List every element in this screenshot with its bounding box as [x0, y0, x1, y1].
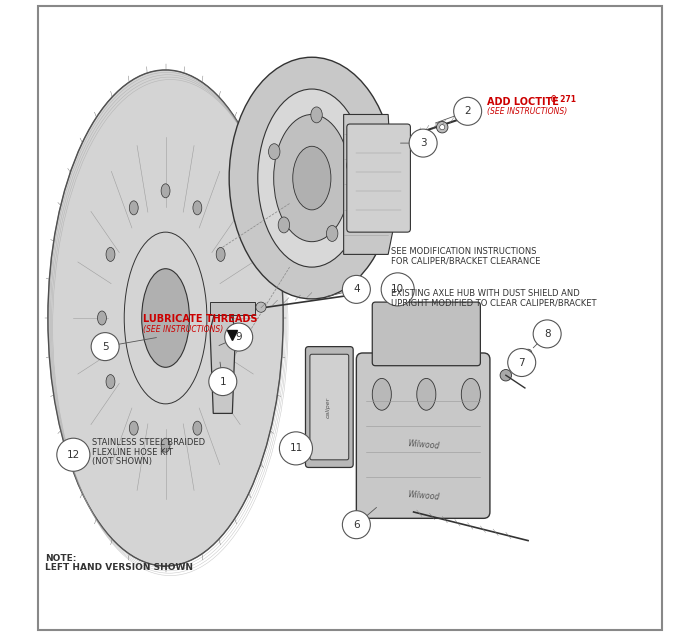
- Text: 1: 1: [220, 377, 226, 387]
- Circle shape: [209, 368, 237, 396]
- Circle shape: [225, 323, 253, 351]
- Text: 12: 12: [66, 450, 80, 460]
- Text: (SEE INSTRUCTIONS): (SEE INSTRUCTIONS): [486, 107, 567, 116]
- Ellipse shape: [161, 438, 170, 452]
- Text: 3: 3: [420, 138, 426, 148]
- Text: (SEE INSTRUCTIONS): (SEE INSTRUCTIONS): [144, 325, 223, 334]
- FancyBboxPatch shape: [310, 354, 349, 460]
- FancyBboxPatch shape: [356, 353, 490, 518]
- Ellipse shape: [106, 375, 115, 389]
- Ellipse shape: [216, 247, 225, 261]
- Ellipse shape: [437, 121, 448, 133]
- Ellipse shape: [193, 201, 202, 215]
- Ellipse shape: [372, 378, 391, 410]
- Circle shape: [342, 511, 370, 539]
- Ellipse shape: [141, 268, 190, 368]
- Circle shape: [533, 320, 561, 348]
- Ellipse shape: [293, 146, 331, 210]
- Text: ADD LOCTITE: ADD LOCTITE: [486, 97, 559, 107]
- Text: STAINLESS STEEL BRAIDED: STAINLESS STEEL BRAIDED: [92, 438, 206, 447]
- Ellipse shape: [346, 158, 358, 174]
- Text: 5: 5: [102, 342, 108, 352]
- Ellipse shape: [258, 89, 366, 267]
- Text: 11: 11: [289, 443, 302, 453]
- FancyBboxPatch shape: [346, 124, 410, 232]
- Ellipse shape: [469, 109, 479, 120]
- Ellipse shape: [256, 302, 266, 312]
- Text: 6: 6: [353, 520, 360, 530]
- Text: SEE MODIFICATION INSTRUCTIONS: SEE MODIFICATION INSTRUCTIONS: [391, 247, 537, 256]
- Text: EXISTING AXLE HUB WITH DUST SHIELD AND: EXISTING AXLE HUB WITH DUST SHIELD AND: [391, 289, 580, 298]
- Circle shape: [382, 273, 414, 306]
- Polygon shape: [344, 114, 395, 254]
- Ellipse shape: [500, 370, 512, 381]
- Text: 2: 2: [464, 106, 471, 116]
- Ellipse shape: [193, 421, 202, 435]
- Ellipse shape: [269, 144, 280, 160]
- Circle shape: [454, 97, 482, 125]
- Ellipse shape: [225, 311, 234, 325]
- Text: LUBRICATE THREADS: LUBRICATE THREADS: [144, 314, 258, 324]
- Text: NOTE:: NOTE:: [45, 554, 76, 563]
- Text: LEFT HAND VERSION SHOWN: LEFT HAND VERSION SHOWN: [45, 563, 193, 572]
- Circle shape: [91, 333, 119, 361]
- Text: (NOT SHOWN): (NOT SHOWN): [92, 457, 153, 466]
- Text: FLEXLINE HOSE KIT: FLEXLINE HOSE KIT: [92, 448, 174, 457]
- Text: FOR CALIPER/BRACKET CLEARANCE: FOR CALIPER/BRACKET CLEARANCE: [391, 256, 540, 265]
- Ellipse shape: [311, 107, 322, 123]
- Ellipse shape: [326, 226, 338, 242]
- Ellipse shape: [416, 378, 436, 410]
- Ellipse shape: [461, 378, 480, 410]
- Ellipse shape: [130, 421, 138, 435]
- Ellipse shape: [106, 247, 115, 261]
- Ellipse shape: [161, 184, 170, 198]
- Circle shape: [57, 438, 90, 471]
- Ellipse shape: [274, 114, 350, 242]
- Polygon shape: [210, 302, 255, 315]
- Text: 8: 8: [544, 329, 550, 339]
- Ellipse shape: [229, 57, 395, 299]
- Text: 4: 4: [353, 284, 360, 294]
- Circle shape: [508, 349, 536, 377]
- Polygon shape: [210, 305, 235, 413]
- Circle shape: [279, 432, 312, 465]
- Text: ® 271: ® 271: [550, 95, 576, 104]
- FancyBboxPatch shape: [305, 347, 354, 467]
- Ellipse shape: [524, 349, 532, 357]
- Ellipse shape: [48, 70, 284, 566]
- Ellipse shape: [216, 375, 225, 389]
- Text: UPRIGHT MODIFIED TO CLEAR CALIPER/BRACKET: UPRIGHT MODIFIED TO CLEAR CALIPER/BRACKE…: [391, 298, 597, 307]
- Text: Wilwood: Wilwood: [407, 490, 440, 502]
- Ellipse shape: [440, 125, 444, 130]
- Text: caliper: caliper: [326, 396, 331, 418]
- Text: 9: 9: [235, 332, 242, 342]
- FancyBboxPatch shape: [372, 302, 480, 366]
- Text: 7: 7: [519, 357, 525, 368]
- Text: Wilwood: Wilwood: [407, 439, 440, 451]
- Ellipse shape: [278, 217, 290, 233]
- Circle shape: [409, 129, 437, 157]
- Ellipse shape: [130, 201, 138, 215]
- Ellipse shape: [97, 311, 106, 325]
- Circle shape: [342, 275, 370, 303]
- Text: 10: 10: [391, 284, 405, 294]
